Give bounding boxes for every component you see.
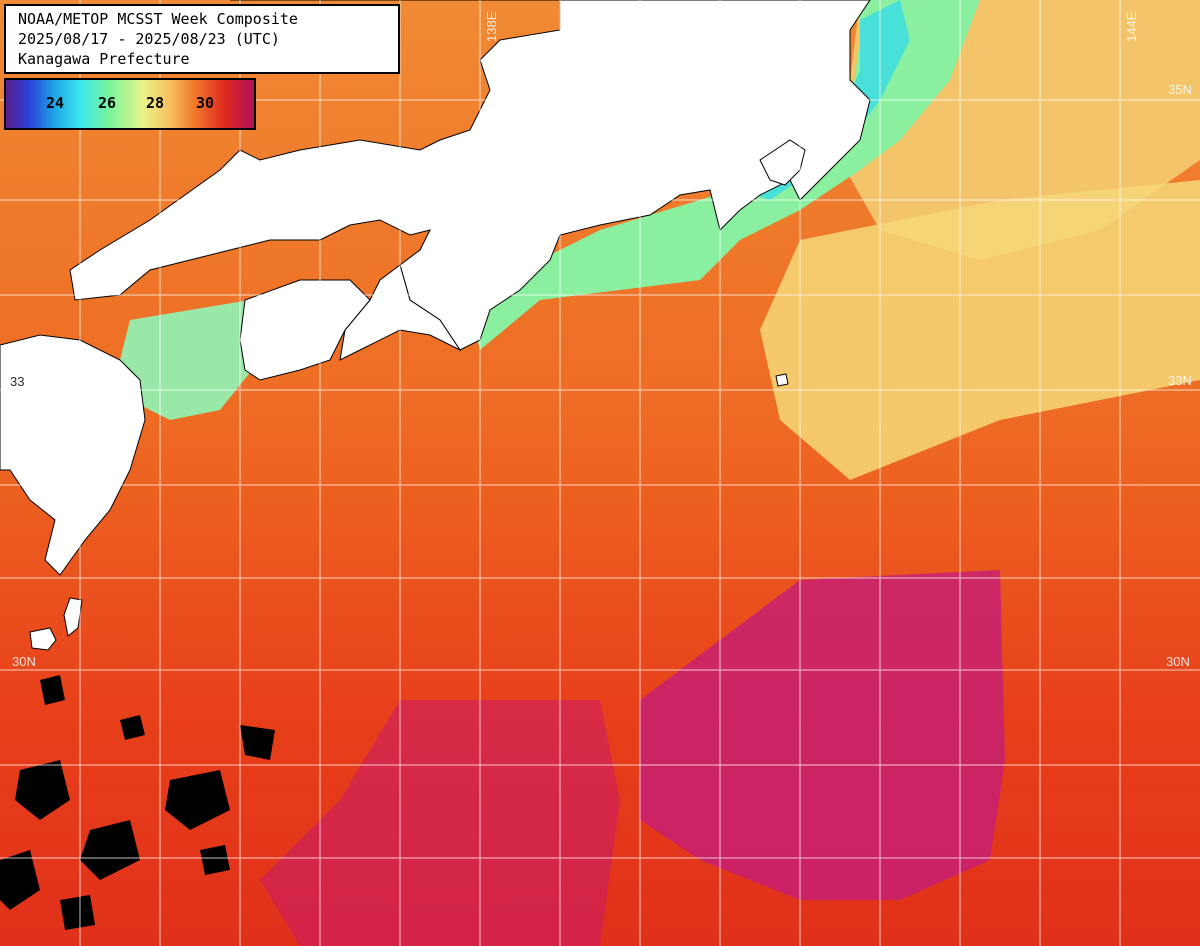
lon-label-138e: 138E xyxy=(484,11,499,42)
lat-label-30n-left: 30N xyxy=(12,654,36,669)
cool-water-coastal xyxy=(470,0,980,350)
colorbar-tick-28: 28 xyxy=(146,94,165,112)
lat-label-33-left: 33 xyxy=(10,374,25,389)
cyan-water-coastal xyxy=(740,0,910,200)
land-izu-island xyxy=(775,373,789,387)
lat-label-30n-right: 30N xyxy=(1166,654,1190,669)
title-line-3: Kanagawa Prefecture xyxy=(18,50,190,68)
land-shikoku xyxy=(239,279,371,381)
title-line-2: 2025/08/17 - 2025/08/23 (UTC) xyxy=(18,30,280,48)
lon-label-144e: 144E xyxy=(1124,11,1139,42)
yellow-band xyxy=(760,180,1200,480)
warm-pool-magenta xyxy=(640,570,1005,900)
colorbar-tick-30: 30 xyxy=(196,94,215,112)
temperature-colorbar: 24 26 28 30 xyxy=(4,78,256,130)
warm-pool-south xyxy=(260,700,620,946)
lat-label-33n-right: 33N xyxy=(1168,373,1192,388)
land-tanegashima xyxy=(29,627,57,651)
lat-label-35n-right: 35N xyxy=(1168,82,1192,97)
cloud-patches xyxy=(0,675,275,930)
title-box: NOAA/METOP MCSST Week Composite 2025/08/… xyxy=(4,4,400,74)
colorbar-tick-24: 24 xyxy=(46,94,65,112)
title-line-1: NOAA/METOP MCSST Week Composite xyxy=(18,10,298,28)
land-honshu xyxy=(69,0,871,351)
colorbar-tick-26: 26 xyxy=(98,94,117,112)
